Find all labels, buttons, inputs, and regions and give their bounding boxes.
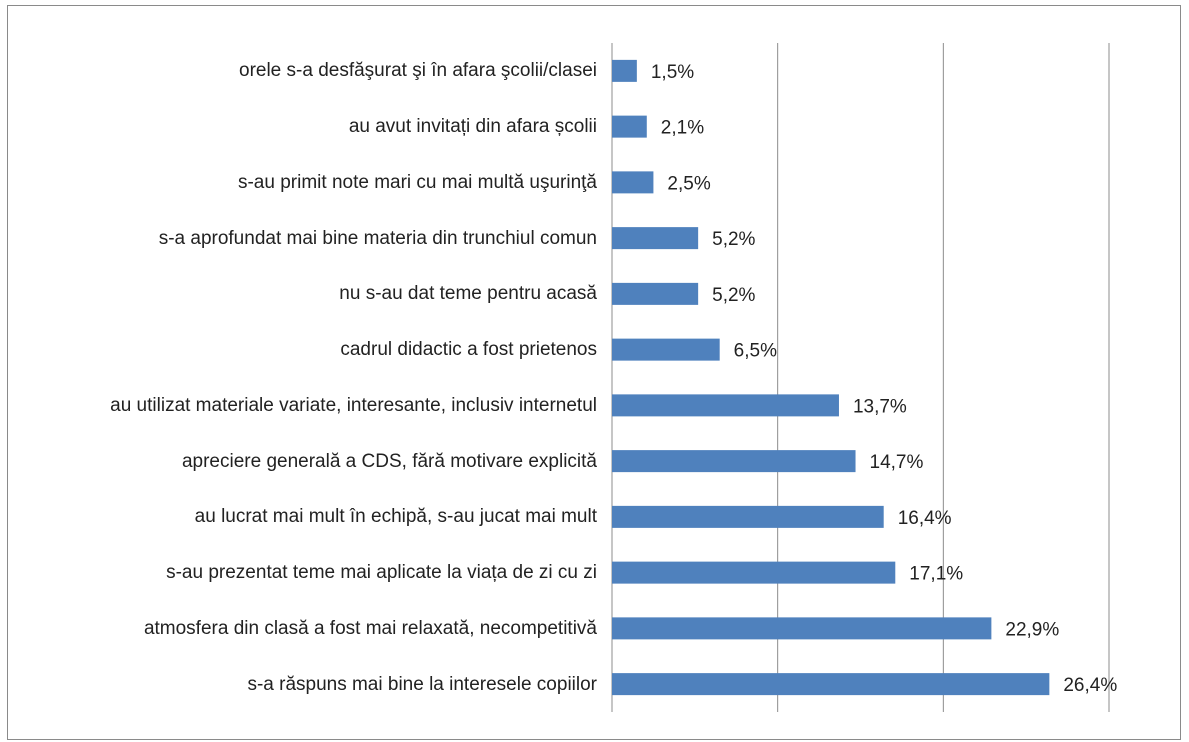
bar	[612, 338, 720, 361]
bar	[612, 282, 699, 305]
category-label-box: orele s-a desfăşurat şi în afara şcolii/…	[37, 43, 597, 99]
bar	[612, 171, 654, 194]
data-label: 26,4%	[1063, 675, 1117, 696]
data-label: 5,2%	[712, 285, 755, 306]
data-label: 5,2%	[712, 229, 755, 250]
data-label: 13,7%	[853, 396, 907, 417]
category-label-box: apreciere generală a CDS, fără motivare …	[37, 433, 597, 489]
category-label: s-au primit note mari cu mai multă uşuri…	[237, 171, 597, 193]
category-label: au utilizat materiale variate, interesan…	[110, 394, 597, 416]
bar	[612, 115, 647, 138]
category-label-box: au utilizat materiale variate, interesan…	[37, 378, 597, 434]
data-label: 2,1%	[661, 118, 704, 139]
bar	[612, 617, 992, 640]
data-label: 14,7%	[870, 452, 924, 473]
category-label-box: s-a aprofundat mai bine materia din trun…	[37, 210, 597, 266]
data-label: 22,9%	[1005, 619, 1059, 640]
category-label: au lucrat mai mult în echipă, s-au jucat…	[194, 506, 597, 528]
category-label: s-a răspuns mai bine la interesele copii…	[247, 673, 597, 695]
category-label-box: au lucrat mai mult în echipă, s-au jucat…	[37, 489, 597, 545]
category-label-box: atmosfera din clasă a fost mai relaxată,…	[37, 601, 597, 657]
bar	[612, 450, 856, 473]
category-label-box: s-au primit note mari cu mai multă uşuri…	[37, 155, 597, 211]
data-label: 16,4%	[898, 508, 952, 529]
data-label: 17,1%	[909, 564, 963, 585]
category-label: cadrul didactic a fost prietenos	[340, 339, 597, 361]
bar	[612, 394, 839, 417]
category-label: s-a aprofundat mai bine materia din trun…	[158, 227, 597, 249]
category-label: orele s-a desfăşurat şi în afara şcolii/…	[239, 60, 597, 82]
bar	[612, 505, 884, 528]
category-label: apreciere generală a CDS, fără motivare …	[181, 450, 597, 472]
category-label: s-au prezentat teme mai aplicate la viaț…	[166, 562, 597, 584]
data-label: 1,5%	[651, 62, 694, 83]
bar	[612, 561, 896, 584]
bar	[612, 673, 1050, 696]
data-label: 2,5%	[667, 173, 710, 194]
category-label-box: au avut invitați din afara școlii	[37, 99, 597, 155]
category-label-box: cadrul didactic a fost prietenos	[37, 322, 597, 378]
category-label-box: s-a răspuns mai bine la interesele copii…	[37, 656, 597, 712]
data-label: 6,5%	[734, 341, 777, 362]
category-label: atmosfera din clasă a fost mai relaxată,…	[143, 617, 597, 639]
category-label-box: s-au prezentat teme mai aplicate la viaț…	[37, 545, 597, 601]
chart-frame	[7, 5, 1181, 740]
category-label: nu s-au dat teme pentru acasă	[339, 283, 597, 305]
category-label: au avut invitați din afara școlii	[348, 116, 597, 138]
bar	[612, 59, 637, 82]
category-label-box: nu s-au dat teme pentru acasă	[37, 266, 597, 322]
bar	[612, 227, 699, 250]
